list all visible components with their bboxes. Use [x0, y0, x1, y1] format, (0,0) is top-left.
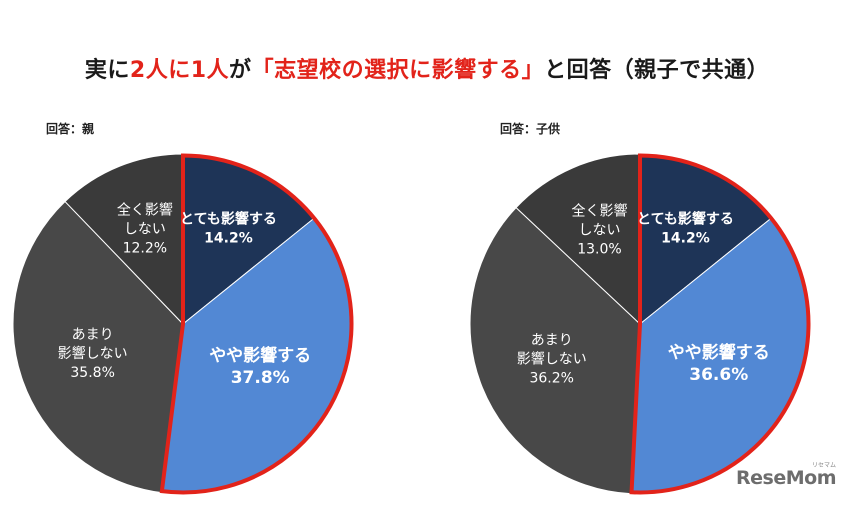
- child-text-very-influential: とても影響する: [637, 210, 734, 227]
- parent-value-not-very-influential: 35.8%: [70, 365, 114, 381]
- child-text-not-influential-at-all: 全く影響: [571, 202, 627, 219]
- child-text-not-very-influential: 影響しない: [517, 351, 587, 368]
- child-slice-not-very-influential: [469, 206, 641, 495]
- title-part-3: と回答（親子で共通）: [544, 58, 770, 83]
- chart-title: 実に2人に1人が「志望校の選択に影響する」と回答（親子で共通）: [0, 52, 854, 84]
- watermark-text: ReseMom: [736, 467, 836, 489]
- child-text-somewhat-influential: やや影響する: [668, 342, 770, 363]
- title-part-1: 実に: [84, 58, 130, 83]
- child-text-not-influential-at-all: しない: [578, 222, 620, 238]
- parent-text-not-very-influential: 影響しない: [58, 345, 128, 362]
- title-highlight-2: 「志望校の選択に影響する」: [251, 58, 545, 83]
- parent-text-not-very-influential: あまり: [72, 327, 114, 343]
- parent-value-somewhat-influential: 37.8%: [231, 368, 290, 388]
- child-highlight-outline: [629, 153, 811, 495]
- parent-slice-not-influential-at-all: [64, 153, 184, 326]
- parent-text-not-influential-at-all: 全く影響: [117, 201, 173, 218]
- parent-label-very-influential: とても影響する 14.2%: [180, 210, 277, 246]
- parent-value-not-influential-at-all: 12.2%: [123, 240, 167, 256]
- child-value-very-influential: 14.2%: [661, 230, 710, 246]
- parent-slice-not-very-influential: [12, 200, 184, 494]
- child-chart-caption: 回答：子供: [500, 122, 561, 136]
- parent-highlight-outline: [159, 153, 354, 495]
- parent-chart-caption: 回答：親: [46, 122, 95, 136]
- child-value-somewhat-influential: 36.6%: [689, 365, 748, 385]
- resemom-logo: ReseMom リセマム: [736, 462, 836, 489]
- child-text-not-very-influential: あまり: [531, 333, 573, 349]
- child-label-very-influential: とても影響する 14.2%: [637, 210, 734, 246]
- watermark-small-text: リセマム: [811, 462, 836, 469]
- child-value-not-influential-at-all: 13.0%: [577, 241, 621, 257]
- title-part-2: が: [229, 58, 252, 83]
- parent-value-very-influential: 14.2%: [204, 230, 253, 246]
- title-highlight-1: 2人に1人: [129, 58, 230, 83]
- parent-text-somewhat-influential: やや影響する: [209, 345, 311, 366]
- parent-text-very-influential: とても影響する: [180, 210, 277, 227]
- child-value-not-very-influential: 36.2%: [529, 371, 573, 387]
- parent-text-not-influential-at-all: しない: [124, 221, 166, 237]
- child-slice-not-influential-at-all: [515, 153, 641, 326]
